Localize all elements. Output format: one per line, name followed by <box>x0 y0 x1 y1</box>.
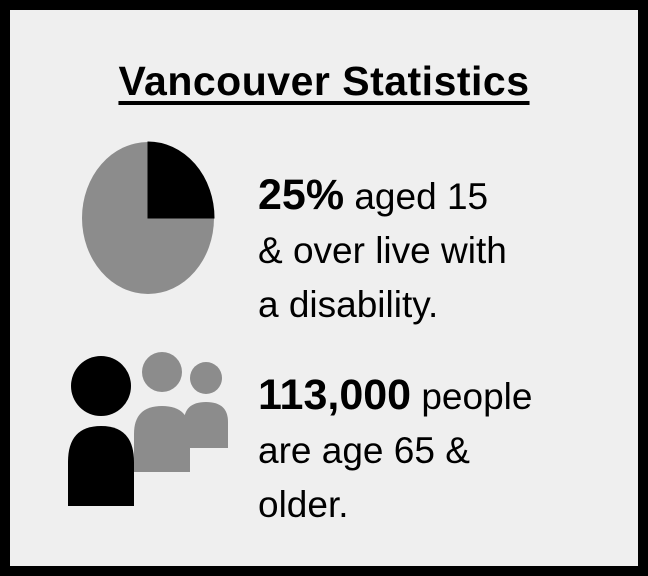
seniors-stat-line-2: are age 65 & <box>258 430 470 471</box>
disability-stat-line-1: 25% aged 15 <box>258 168 507 224</box>
person-medium-body <box>134 406 190 472</box>
seniors-stat: 113,000 people are age 65 & older. <box>258 368 532 532</box>
seniors-stat-line-1: 113,000 people <box>258 368 532 424</box>
person-large-body <box>68 426 134 506</box>
person-medium-head <box>142 352 182 392</box>
disability-percent: 25% <box>258 171 345 219</box>
disability-line-1-text: aged 15 <box>344 176 489 217</box>
person-small-head <box>190 362 222 394</box>
title-text: Vancouver Statistics <box>118 58 530 104</box>
people-group-icon <box>68 352 228 506</box>
pie-chart-icon <box>82 141 215 294</box>
disability-stat: 25% aged 15 & over live with a disabilit… <box>258 168 507 332</box>
disability-stat-line-3: a disability. <box>258 284 439 325</box>
pie-highlight-slice <box>147 141 215 219</box>
person-large-head <box>71 356 131 416</box>
seniors-stat-line-3: older. <box>258 484 349 525</box>
infographic-title: Vancouver Statistics <box>10 58 638 105</box>
disability-stat-line-2: & over live with <box>258 230 507 271</box>
seniors-line-1-text: people <box>411 376 533 417</box>
seniors-count: 113,000 <box>258 371 412 419</box>
person-small-body <box>184 402 228 448</box>
